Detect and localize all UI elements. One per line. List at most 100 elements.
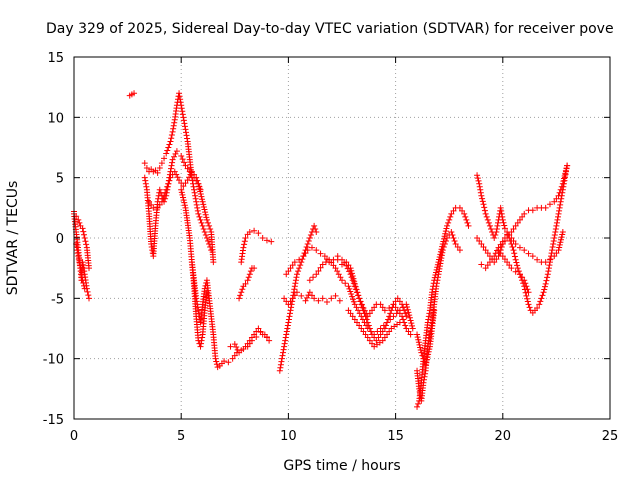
- data-point: [418, 349, 425, 356]
- data-point: [477, 189, 484, 196]
- data-point: [268, 238, 275, 245]
- data-point: [541, 286, 548, 293]
- data-point: [246, 271, 253, 278]
- data-point: [501, 225, 508, 232]
- data-point: [303, 294, 310, 301]
- data-point: [237, 292, 244, 299]
- data-point: [355, 292, 362, 299]
- data-point: [343, 259, 350, 266]
- data-point: [178, 186, 185, 193]
- data-point: [504, 231, 511, 238]
- data-point: [86, 265, 93, 272]
- data-point: [448, 228, 455, 235]
- data-point: [306, 277, 313, 284]
- data-point: [551, 231, 558, 238]
- data-point: [292, 277, 299, 284]
- data-point: [73, 244, 80, 251]
- data-point: [352, 283, 359, 290]
- data-point: [504, 259, 511, 266]
- data-point: [293, 271, 300, 278]
- data-point: [173, 148, 180, 155]
- data-point: [263, 237, 270, 244]
- data-point: [499, 216, 506, 223]
- data-point: [510, 225, 517, 232]
- data-point: [512, 222, 519, 229]
- data-point: [492, 231, 499, 238]
- data-point: [201, 285, 208, 292]
- data-point: [183, 129, 190, 136]
- data-point: [559, 228, 566, 235]
- data-point: [493, 225, 500, 232]
- data-point: [541, 283, 548, 290]
- data-point: [364, 325, 371, 332]
- x-tick-label: 5: [177, 429, 185, 444]
- data-point: [364, 313, 371, 320]
- data-point: [339, 261, 345, 268]
- data-point: [202, 211, 209, 218]
- data-point: [542, 204, 549, 211]
- data-point: [512, 256, 519, 263]
- data-point: [193, 298, 200, 305]
- data-point: [480, 201, 487, 208]
- data-point: [174, 174, 181, 181]
- data-point: [293, 289, 300, 296]
- data-point: [291, 259, 298, 266]
- data-point: [75, 253, 82, 260]
- data-point: [170, 122, 177, 129]
- data-point: [141, 174, 148, 181]
- data-point: [394, 307, 401, 314]
- data-point: [377, 325, 384, 332]
- data-point: [199, 334, 206, 341]
- data-point: [556, 244, 563, 251]
- data-point: [257, 329, 264, 336]
- data-point: [511, 250, 518, 257]
- data-point: [479, 195, 486, 202]
- data-point: [281, 343, 288, 350]
- data-point: [521, 247, 528, 254]
- data-point: [441, 241, 448, 248]
- data-point: [545, 265, 552, 272]
- data-point: [447, 213, 454, 220]
- series-s18: [345, 307, 403, 350]
- data-point: [282, 334, 289, 341]
- data-point: [508, 228, 515, 235]
- data-point: [484, 216, 491, 223]
- data-point: [347, 310, 354, 317]
- data-point: [390, 313, 397, 320]
- data-point: [78, 271, 85, 278]
- data-point: [194, 301, 201, 308]
- data-point: [405, 309, 412, 316]
- data-point: [79, 225, 86, 232]
- data-point: [534, 256, 541, 263]
- data-point: [358, 325, 365, 332]
- data-point: [415, 400, 422, 407]
- data-point: [422, 361, 429, 368]
- data-point: [167, 138, 174, 145]
- data-point: [181, 159, 188, 166]
- data-point: [241, 241, 248, 248]
- data-point: [426, 346, 433, 353]
- data-point: [177, 99, 184, 106]
- data-point: [163, 150, 170, 157]
- data-point: [359, 316, 366, 323]
- data-point: [408, 320, 415, 327]
- data-point: [366, 310, 373, 317]
- data-point: [306, 289, 313, 296]
- data-point: [403, 325, 410, 332]
- data-point: [406, 314, 413, 321]
- data-point: [154, 169, 161, 176]
- data-point: [212, 355, 219, 362]
- data-point: [379, 328, 386, 335]
- series-s10: [238, 227, 275, 266]
- data-point: [251, 227, 258, 234]
- data-point: [474, 175, 481, 182]
- y-tick-label: 5: [56, 172, 64, 187]
- data-point: [172, 150, 179, 157]
- data-point: [501, 256, 508, 263]
- data-point: [178, 152, 185, 159]
- data-point: [404, 306, 411, 313]
- data-point: [227, 343, 234, 350]
- data-point: [236, 349, 243, 356]
- data-point: [197, 186, 204, 193]
- data-point: [281, 295, 288, 302]
